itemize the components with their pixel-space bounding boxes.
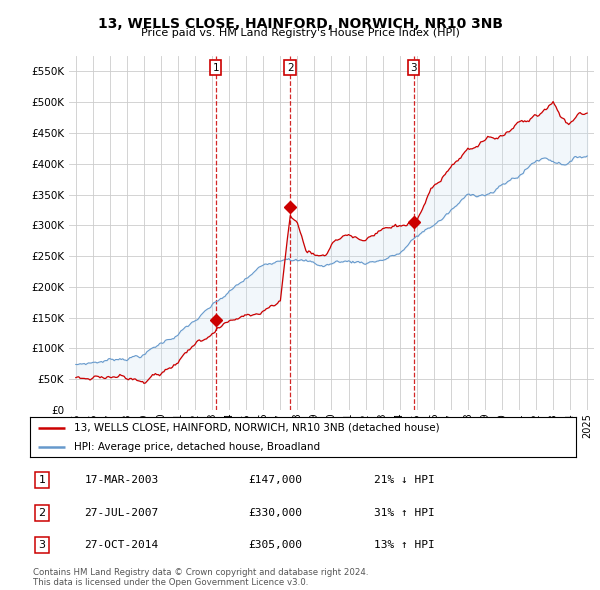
Text: 1: 1 <box>38 475 46 485</box>
Text: 31% ↑ HPI: 31% ↑ HPI <box>374 508 435 517</box>
Text: £330,000: £330,000 <box>248 508 302 517</box>
Text: Contains HM Land Registry data © Crown copyright and database right 2024.
This d: Contains HM Land Registry data © Crown c… <box>33 568 368 587</box>
Text: Price paid vs. HM Land Registry's House Price Index (HPI): Price paid vs. HM Land Registry's House … <box>140 28 460 38</box>
Text: 3: 3 <box>38 540 46 550</box>
Text: 21% ↓ HPI: 21% ↓ HPI <box>374 475 435 485</box>
Text: £305,000: £305,000 <box>248 540 302 550</box>
Text: 2: 2 <box>38 508 46 517</box>
Text: 27-OCT-2014: 27-OCT-2014 <box>85 540 159 550</box>
Text: HPI: Average price, detached house, Broadland: HPI: Average price, detached house, Broa… <box>74 442 320 452</box>
Text: 13, WELLS CLOSE, HAINFORD, NORWICH, NR10 3NB (detached house): 13, WELLS CLOSE, HAINFORD, NORWICH, NR10… <box>74 423 439 433</box>
Text: 27-JUL-2007: 27-JUL-2007 <box>85 508 159 517</box>
Text: 13% ↑ HPI: 13% ↑ HPI <box>374 540 435 550</box>
Text: 13, WELLS CLOSE, HAINFORD, NORWICH, NR10 3NB: 13, WELLS CLOSE, HAINFORD, NORWICH, NR10… <box>97 17 503 31</box>
Text: 2: 2 <box>287 63 293 73</box>
Text: £147,000: £147,000 <box>248 475 302 485</box>
Text: 1: 1 <box>212 63 219 73</box>
Text: 3: 3 <box>410 63 417 73</box>
Text: 17-MAR-2003: 17-MAR-2003 <box>85 475 159 485</box>
